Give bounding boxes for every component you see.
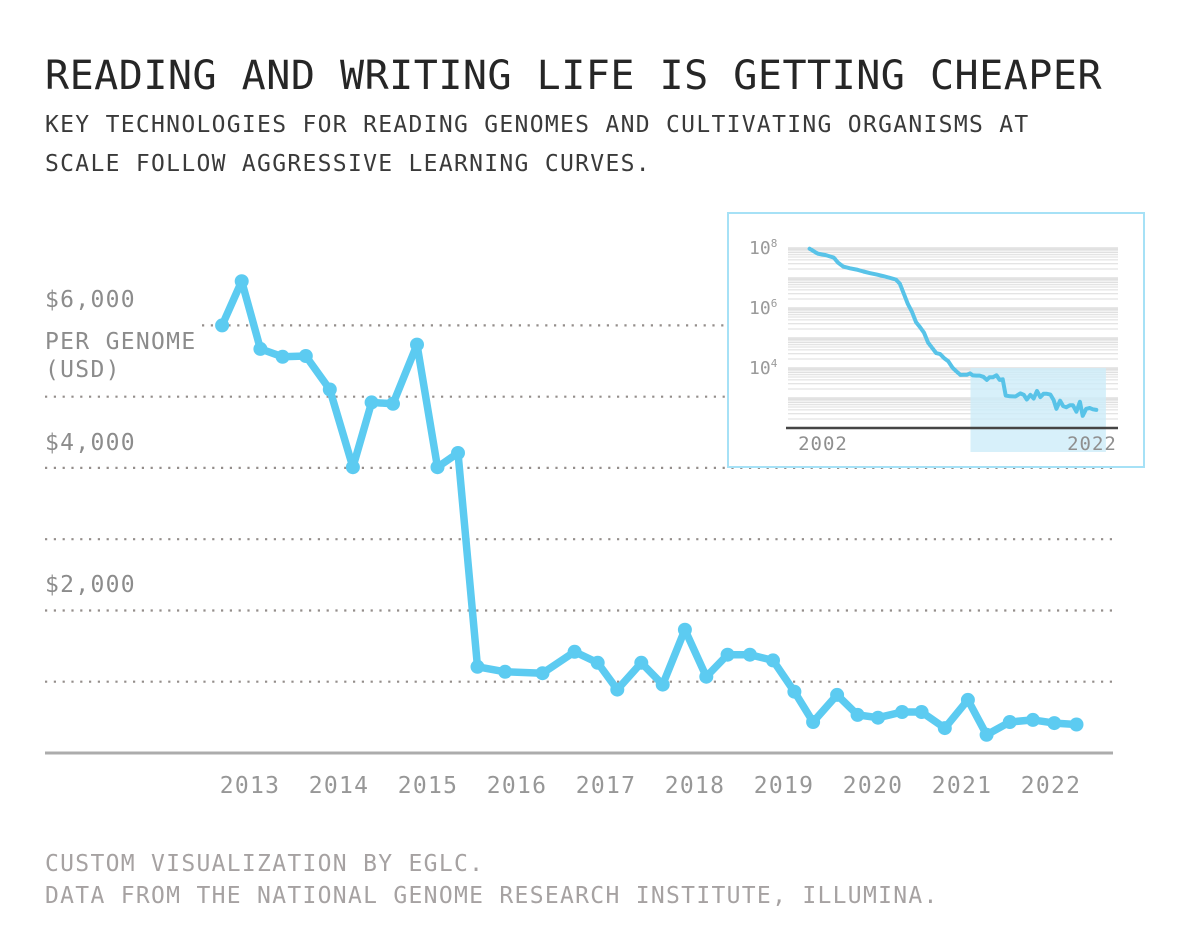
data-point-marker <box>610 682 625 697</box>
page-subtitle-line-1: KEY TECHNOLOGIES FOR READING GENOMES AND… <box>45 112 1030 138</box>
data-point-marker <box>914 705 929 719</box>
data-point-marker <box>720 647 735 662</box>
page-title: READING AND WRITING LIFE IS GETTING CHEA… <box>45 53 1103 99</box>
inset-y-tick-label: 104 <box>749 357 778 379</box>
x-tick-label: 2022 <box>1020 773 1082 799</box>
data-point-marker <box>535 666 550 681</box>
data-point-marker <box>1025 712 1040 727</box>
data-point-marker <box>430 460 445 475</box>
footer-credit-line-1: CUSTOM VISUALIZATION BY EGLC. <box>45 851 485 877</box>
x-tick-label: 2018 <box>664 773 726 799</box>
data-point-marker <box>275 349 290 364</box>
data-point-marker <box>1069 717 1084 732</box>
inset-cost-line <box>807 246 1099 418</box>
x-tick-label: 2020 <box>842 773 904 799</box>
inset-y-tick-exponent: 4 <box>770 357 778 370</box>
data-point-marker <box>895 705 910 719</box>
data-point-marker <box>386 396 400 411</box>
x-tick-label: 2021 <box>931 773 993 799</box>
data-point-marker <box>215 318 230 333</box>
data-point-marker <box>699 669 714 684</box>
data-point-marker <box>787 684 802 699</box>
data-point-marker <box>364 395 379 410</box>
y-tick-label: $6,000 <box>45 287 136 313</box>
data-point-marker <box>830 687 845 702</box>
inset-y-tick-exponent: 8 <box>770 237 778 250</box>
inset-y-tick-label: 106 <box>749 297 778 319</box>
data-point-marker <box>655 677 670 692</box>
x-tick-label: 2016 <box>486 773 548 799</box>
inset-y-tick-exponent: 6 <box>770 297 778 310</box>
data-point-marker <box>498 664 513 679</box>
data-point-marker <box>345 460 360 475</box>
data-point-marker <box>567 644 582 659</box>
x-tick-label: 2015 <box>397 773 459 799</box>
y-axis-unit-label: (USD) <box>45 357 121 383</box>
data-point-marker <box>590 655 605 670</box>
x-tick-label: 2019 <box>753 773 815 799</box>
data-point-marker <box>960 692 975 707</box>
data-point-marker <box>253 341 268 356</box>
x-tick-label: 2013 <box>219 773 281 799</box>
data-point-marker <box>677 622 692 637</box>
inset-chart-labels: 108 106 104 2002 2022 <box>729 214 1143 466</box>
data-point-marker <box>806 715 821 729</box>
inset-x-tick-label: 2002 <box>798 433 848 455</box>
data-point-marker <box>234 274 249 289</box>
x-tick-label: 2017 <box>575 773 637 799</box>
data-point-marker <box>322 382 337 397</box>
inset-x-tick-label: 2022 <box>1067 433 1117 455</box>
footer-credit-line-2: DATA FROM THE NATIONAL GENOME RESEARCH I… <box>45 883 939 909</box>
x-tick-label: 2014 <box>308 773 370 799</box>
data-point-marker <box>1002 715 1017 729</box>
data-point-marker <box>766 653 780 668</box>
data-point-marker <box>470 659 485 674</box>
inset-chart: 108 106 104 2002 2022 <box>727 212 1145 468</box>
data-point-marker <box>742 647 757 662</box>
data-point-marker <box>451 446 465 460</box>
data-point-marker <box>410 337 424 352</box>
data-point-marker <box>850 707 865 722</box>
y-axis-unit-label: PER GENOME <box>45 329 197 355</box>
y-tick-label: $2,000 <box>45 572 136 598</box>
y-tick-label: $4,000 <box>45 430 136 456</box>
data-point-marker <box>298 349 313 363</box>
inset-chart-svg <box>786 246 1118 452</box>
inset-y-tick-label: 108 <box>749 237 778 259</box>
data-point-marker <box>871 710 885 725</box>
data-point-marker <box>979 727 994 742</box>
data-point-marker <box>1047 716 1062 731</box>
data-point-marker <box>937 721 952 736</box>
page-subtitle-line-2: SCALE FOLLOW AGGRESSIVE LEARNING CURVES. <box>45 151 651 177</box>
data-point-marker <box>634 655 649 670</box>
